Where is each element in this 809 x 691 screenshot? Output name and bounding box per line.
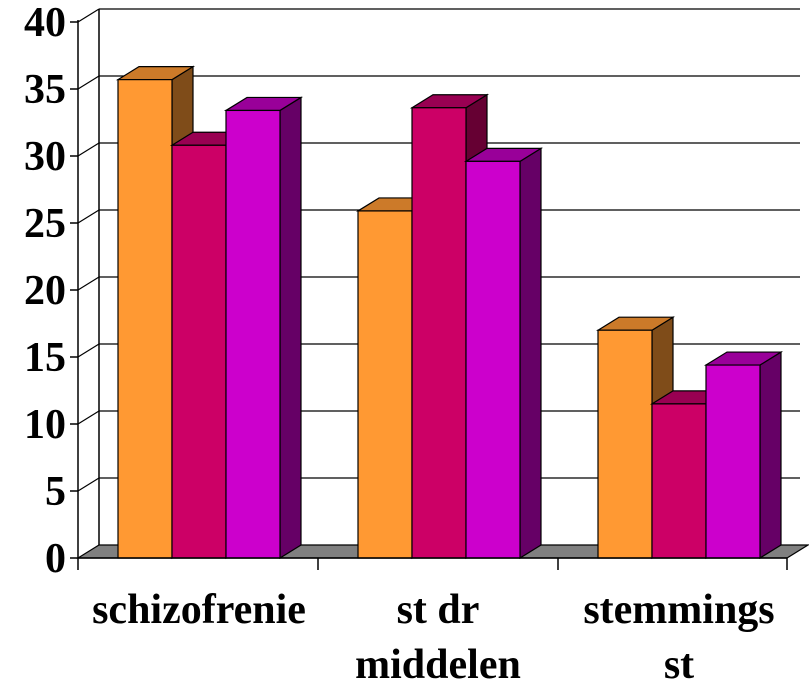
x-category-label: st [664, 642, 694, 688]
bar-front [597, 329, 653, 559]
gridline-side [77, 209, 100, 224]
gridline-side [77, 477, 100, 492]
y-tick-label: 0 [45, 536, 66, 582]
bar-side [519, 147, 542, 560]
gridline-side [77, 75, 100, 90]
gridline-side [77, 142, 100, 157]
x-category-label: st dr [397, 587, 480, 633]
y-tick-label: 40 [24, 0, 66, 46]
x-category-labels: schizofrenie st dr middelen stemmings st [92, 587, 775, 688]
y-tick-label: 35 [24, 67, 66, 113]
x-category-label: middelen [355, 642, 521, 688]
y-tick-label: 5 [45, 469, 66, 515]
bar-1-2 [463, 147, 544, 560]
y-tick-label: 15 [24, 335, 66, 381]
gridline-side [77, 410, 100, 425]
bar-0-2 [223, 96, 304, 560]
axes [70, 20, 788, 570]
bar-front [411, 107, 467, 559]
gridline-side [77, 8, 100, 23]
bar-front [171, 144, 227, 559]
x-category-label: schizofrenie [92, 587, 306, 633]
bar-side [759, 350, 782, 560]
y-tick-label: 25 [24, 201, 66, 247]
y-tick-label: 10 [24, 402, 66, 448]
y-tick-labels: 0 5 10 15 20 25 30 35 40 [24, 0, 66, 582]
bars [115, 65, 784, 560]
y-tick-label: 30 [24, 134, 66, 180]
bar-front [117, 79, 173, 559]
bar-2-2 [703, 350, 784, 560]
bar-front [465, 160, 521, 559]
gridline-side [77, 276, 100, 291]
bar-front [357, 210, 413, 559]
x-category-label: stemmings [583, 587, 774, 633]
bar-front [225, 109, 281, 559]
bar-front [651, 403, 707, 559]
y-tick-label: 20 [24, 268, 66, 314]
gridline-side [77, 343, 100, 358]
bar-front [705, 364, 761, 559]
bar-side [279, 96, 302, 560]
